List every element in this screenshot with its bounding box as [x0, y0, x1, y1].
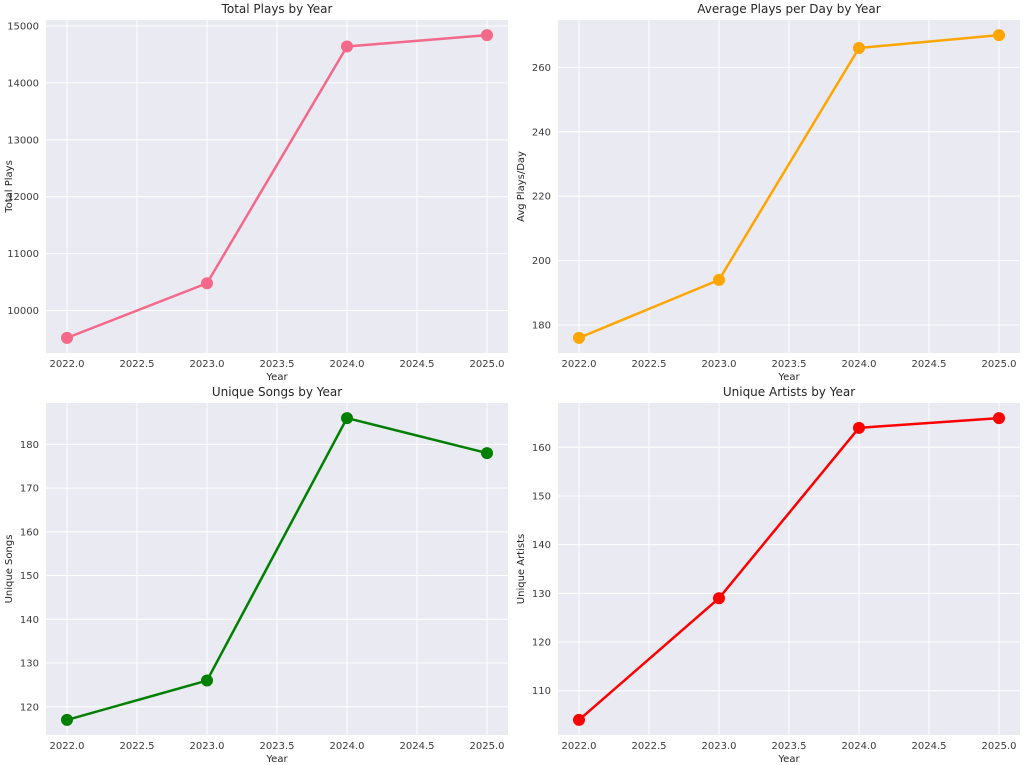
x-tick-label: 2024.0: [842, 359, 877, 370]
y-tick-label: 180: [20, 440, 39, 451]
data-point: [993, 412, 1005, 425]
data-point: [713, 273, 725, 286]
data-point: [853, 42, 865, 55]
x-tick-label: 2022.0: [50, 359, 85, 370]
y-tick-label: 140: [532, 540, 551, 551]
y-tick-label: 120: [20, 702, 39, 713]
y-tick-label: 14000: [7, 78, 39, 89]
total-plays-chart-svg: 2022.0 2022.5 2023.0 2023.5 2024.0 2024.5 2025…: [4, 2, 508, 383]
data-point: [61, 713, 73, 726]
y-tick-label: 150: [532, 491, 551, 502]
x-tick-label: 2022.0: [562, 741, 597, 752]
data-point: [341, 40, 353, 53]
subplot-avg-plays-per-day: 2022.0 2022.5 2023.0 2023.5 2024.0 2024.5 2025…: [512, 0, 1024, 383]
y-tick-label: 140: [20, 615, 39, 626]
y-tick-label: 200: [532, 256, 551, 267]
avg-plays-per-day-chart-svg: 2022.0 2022.5 2023.0 2023.5 2024.0 2024.5 2025…: [516, 2, 1020, 383]
data-point: [993, 29, 1005, 42]
y-tick-label: 120: [532, 638, 551, 649]
x-tick-label: 2022.5: [120, 741, 155, 752]
y-axis-label: Unique Artists: [516, 534, 527, 604]
x-tick-label: 2024.5: [400, 359, 435, 370]
data-point: [573, 713, 585, 726]
x-tick-label: 2025.0: [982, 359, 1017, 370]
x-axis-label: Year: [265, 754, 288, 765]
x-tick-label: 2024.5: [400, 741, 435, 752]
data-line: [65, 33, 489, 340]
x-tick-label: 2024.5: [912, 741, 947, 752]
y-tick-label: 13000: [7, 135, 39, 146]
y-tick-label: 260: [532, 63, 551, 74]
y-tick-label: 160: [20, 527, 39, 538]
x-tick-label: 2025.0: [982, 741, 1017, 752]
y-tick-label: 180: [532, 320, 551, 331]
data-point: [341, 412, 353, 425]
chart-title: Total Plays by Year: [221, 2, 333, 16]
y-tick-label: 220: [532, 192, 551, 203]
data-point: [713, 592, 725, 605]
data-point: [61, 331, 73, 344]
x-tick-label: 2022.5: [632, 741, 667, 752]
data-point: [201, 674, 213, 687]
y-tick-label: 170: [20, 484, 39, 495]
data-point: [201, 277, 213, 290]
y-tick-label: 240: [532, 127, 551, 138]
x-axis-label: Year: [777, 754, 800, 765]
subplot-unique-artists: 2022.0 2022.5 2023.0 2023.5 2024.0 2024.5 2025…: [512, 383, 1024, 765]
x-tick-label: 2023.5: [772, 359, 807, 370]
x-tick-label: 2023.5: [260, 359, 295, 370]
data-point: [481, 29, 493, 42]
y-tick-label: 150: [20, 571, 39, 582]
x-tick-label: 2024.0: [842, 741, 877, 752]
subplot-total-plays: 2022.0 2022.5 2023.0 2023.5 2024.0 2024.5 2025…: [0, 0, 512, 383]
x-tick-label: 2022.0: [562, 359, 597, 370]
unique-artists-chart-svg: 2022.0 2022.5 2023.0 2023.5 2024.0 2024.5 2025…: [516, 385, 1020, 765]
x-tick-label: 2024.0: [330, 741, 365, 752]
unique-songs-chart-svg: 2022.0 2022.5 2023.0 2023.5 2024.0 2024.5 2025…: [4, 385, 508, 765]
data-point: [853, 421, 865, 434]
x-axis-label: Year: [777, 372, 800, 383]
data-point: [481, 447, 493, 460]
x-axis-label: Year: [265, 372, 288, 383]
y-tick-label: 130: [20, 659, 39, 670]
chart-title: Unique Artists by Year: [723, 385, 855, 399]
x-tick-label: 2022.5: [632, 359, 667, 370]
y-tick-label: 11000: [7, 249, 39, 260]
chart-title: Average Plays per Day by Year: [697, 2, 880, 16]
y-tick-label: 130: [532, 589, 551, 600]
x-tick-label: 2023.0: [190, 359, 225, 370]
chart-title: Unique Songs by Year: [212, 385, 342, 399]
x-tick-label: 2022.5: [120, 359, 155, 370]
x-tick-label: 2025.0: [470, 741, 505, 752]
y-axis-label: Unique Songs: [4, 535, 15, 604]
y-axis-label: Total Plays: [4, 160, 15, 214]
x-tick-label: 2024.0: [330, 359, 365, 370]
y-tick-label: 160: [532, 443, 551, 454]
x-tick-label: 2023.5: [260, 741, 295, 752]
y-tick-label: 12000: [7, 192, 39, 203]
y-axis-label: Avg Plays/Day: [516, 151, 527, 222]
data-line: [65, 416, 489, 722]
x-tick-label: 2024.5: [912, 359, 947, 370]
x-tick-label: 2023.0: [702, 359, 737, 370]
x-tick-label: 2022.0: [50, 741, 85, 752]
x-tick-label: 2023.5: [772, 741, 807, 752]
y-tick-label: 110: [532, 686, 551, 697]
data-point: [573, 331, 585, 344]
data-line: [577, 416, 1001, 722]
subplot-unique-songs: 2022.0 2022.5 2023.0 2023.5 2024.0 2024.5 2025…: [0, 383, 512, 765]
x-tick-label: 2023.0: [190, 741, 225, 752]
y-tick-label: 15000: [7, 22, 39, 33]
x-tick-label: 2025.0: [470, 359, 505, 370]
y-tick-label: 10000: [7, 306, 39, 317]
x-tick-label: 2023.0: [702, 741, 737, 752]
data-line: [577, 33, 1001, 340]
